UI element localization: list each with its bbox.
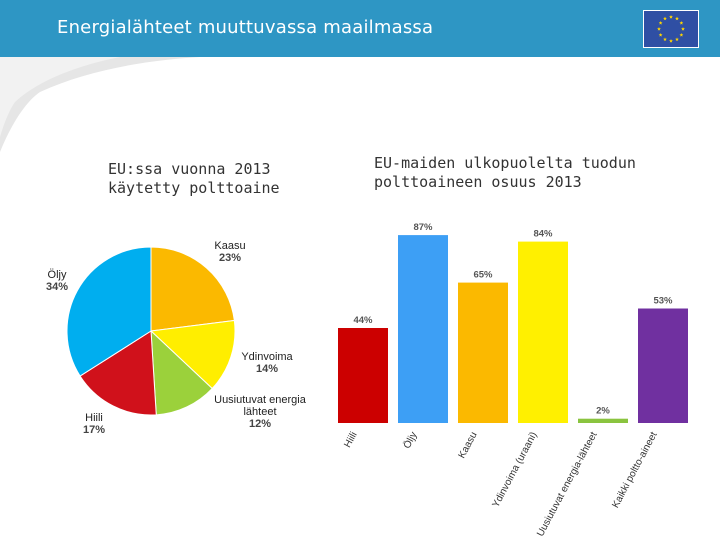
bar-title-line-1: EU-maiden ulkopuolelta tuodun bbox=[374, 154, 636, 172]
flag-star-1 bbox=[675, 16, 679, 21]
pie-slice-1 bbox=[149, 319, 236, 390]
header-bar: Energialähteet muuttuvassa maailmassa bbox=[0, 0, 720, 57]
flag-star-7 bbox=[663, 37, 667, 42]
bar-3 bbox=[518, 241, 568, 423]
bar-category-label-1: Öljy bbox=[401, 430, 420, 451]
pie-label-name-2-1: lähteet bbox=[243, 406, 276, 418]
pie-slice-2 bbox=[150, 329, 213, 416]
pie-value-label-4: 34% bbox=[46, 281, 68, 293]
flag-star-6 bbox=[669, 39, 673, 43]
pie-label-name-3-0: Hiili bbox=[85, 412, 103, 424]
flag-star-9 bbox=[657, 27, 661, 31]
flag-star-3 bbox=[681, 27, 685, 31]
bar-category-label-4: Uusiutuvat energia-lähteet bbox=[535, 430, 600, 538]
pie-value-label-1: 14% bbox=[256, 363, 278, 375]
bar-value-label-2: 65% bbox=[473, 270, 493, 281]
bar-0 bbox=[338, 328, 388, 423]
flag-star-11 bbox=[663, 16, 667, 21]
pie-chart-title: EU:ssa vuonna 2013 käytetty polttoaine bbox=[108, 160, 280, 198]
pie-slice-0 bbox=[150, 246, 235, 332]
flag-star-5 bbox=[675, 37, 679, 42]
pie-value-label-0: 23% bbox=[219, 252, 241, 264]
flag-star-10 bbox=[658, 21, 663, 25]
bar-1 bbox=[398, 235, 448, 423]
bar-title-line-2: polttoaineen osuus 2013 bbox=[374, 173, 582, 191]
bar-4 bbox=[578, 418, 628, 423]
pie-title-line-1: EU:ssa vuonna 2013 bbox=[108, 160, 271, 178]
bar-value-label-1: 87% bbox=[413, 222, 433, 233]
bar-value-label-0: 44% bbox=[353, 315, 373, 326]
bar-2 bbox=[458, 282, 508, 423]
pie-label-name-1-0: Ydinvoima bbox=[241, 351, 293, 363]
bar-category-label-5: Kaikki poltto-aineet bbox=[610, 430, 659, 510]
page-title: Energialähteet muuttuvassa maailmassa bbox=[57, 17, 434, 38]
pie-label-name-0-0: Kaasu bbox=[214, 240, 245, 252]
flag-star-4 bbox=[679, 33, 684, 37]
pie-value-label-3: 17% bbox=[83, 424, 105, 436]
bar-category-label-2: Kaasu bbox=[457, 430, 480, 460]
eu-flag-icon bbox=[643, 10, 699, 48]
flag-star-2 bbox=[679, 21, 684, 25]
bar-value-label-3: 84% bbox=[533, 229, 553, 240]
bar-category-label-0: Hiili bbox=[342, 430, 359, 449]
flag-star-8 bbox=[658, 33, 663, 37]
bar-5 bbox=[638, 308, 688, 423]
pie-label-name-2-0: Uusiutuvat energia bbox=[214, 394, 307, 406]
pie-value-label-2: 12% bbox=[249, 418, 271, 430]
bar-value-label-5: 53% bbox=[653, 296, 673, 307]
pie-title-line-2: käytetty polttoaine bbox=[108, 179, 280, 197]
pie-slice-4 bbox=[66, 246, 152, 377]
decorative-swoosh bbox=[0, 57, 200, 152]
pie-slice-3 bbox=[79, 330, 157, 416]
eu-flag-stars bbox=[657, 15, 685, 43]
bar-value-label-4: 2% bbox=[596, 406, 610, 417]
pie-label-name-4-0: Öljy bbox=[48, 269, 67, 281]
flag-star-0 bbox=[669, 15, 673, 19]
bar-chart-title: EU-maiden ulkopuolelta tuodun polttoaine… bbox=[374, 154, 636, 192]
bar-category-label-3: Ydinvoima (uraani) bbox=[491, 430, 540, 509]
